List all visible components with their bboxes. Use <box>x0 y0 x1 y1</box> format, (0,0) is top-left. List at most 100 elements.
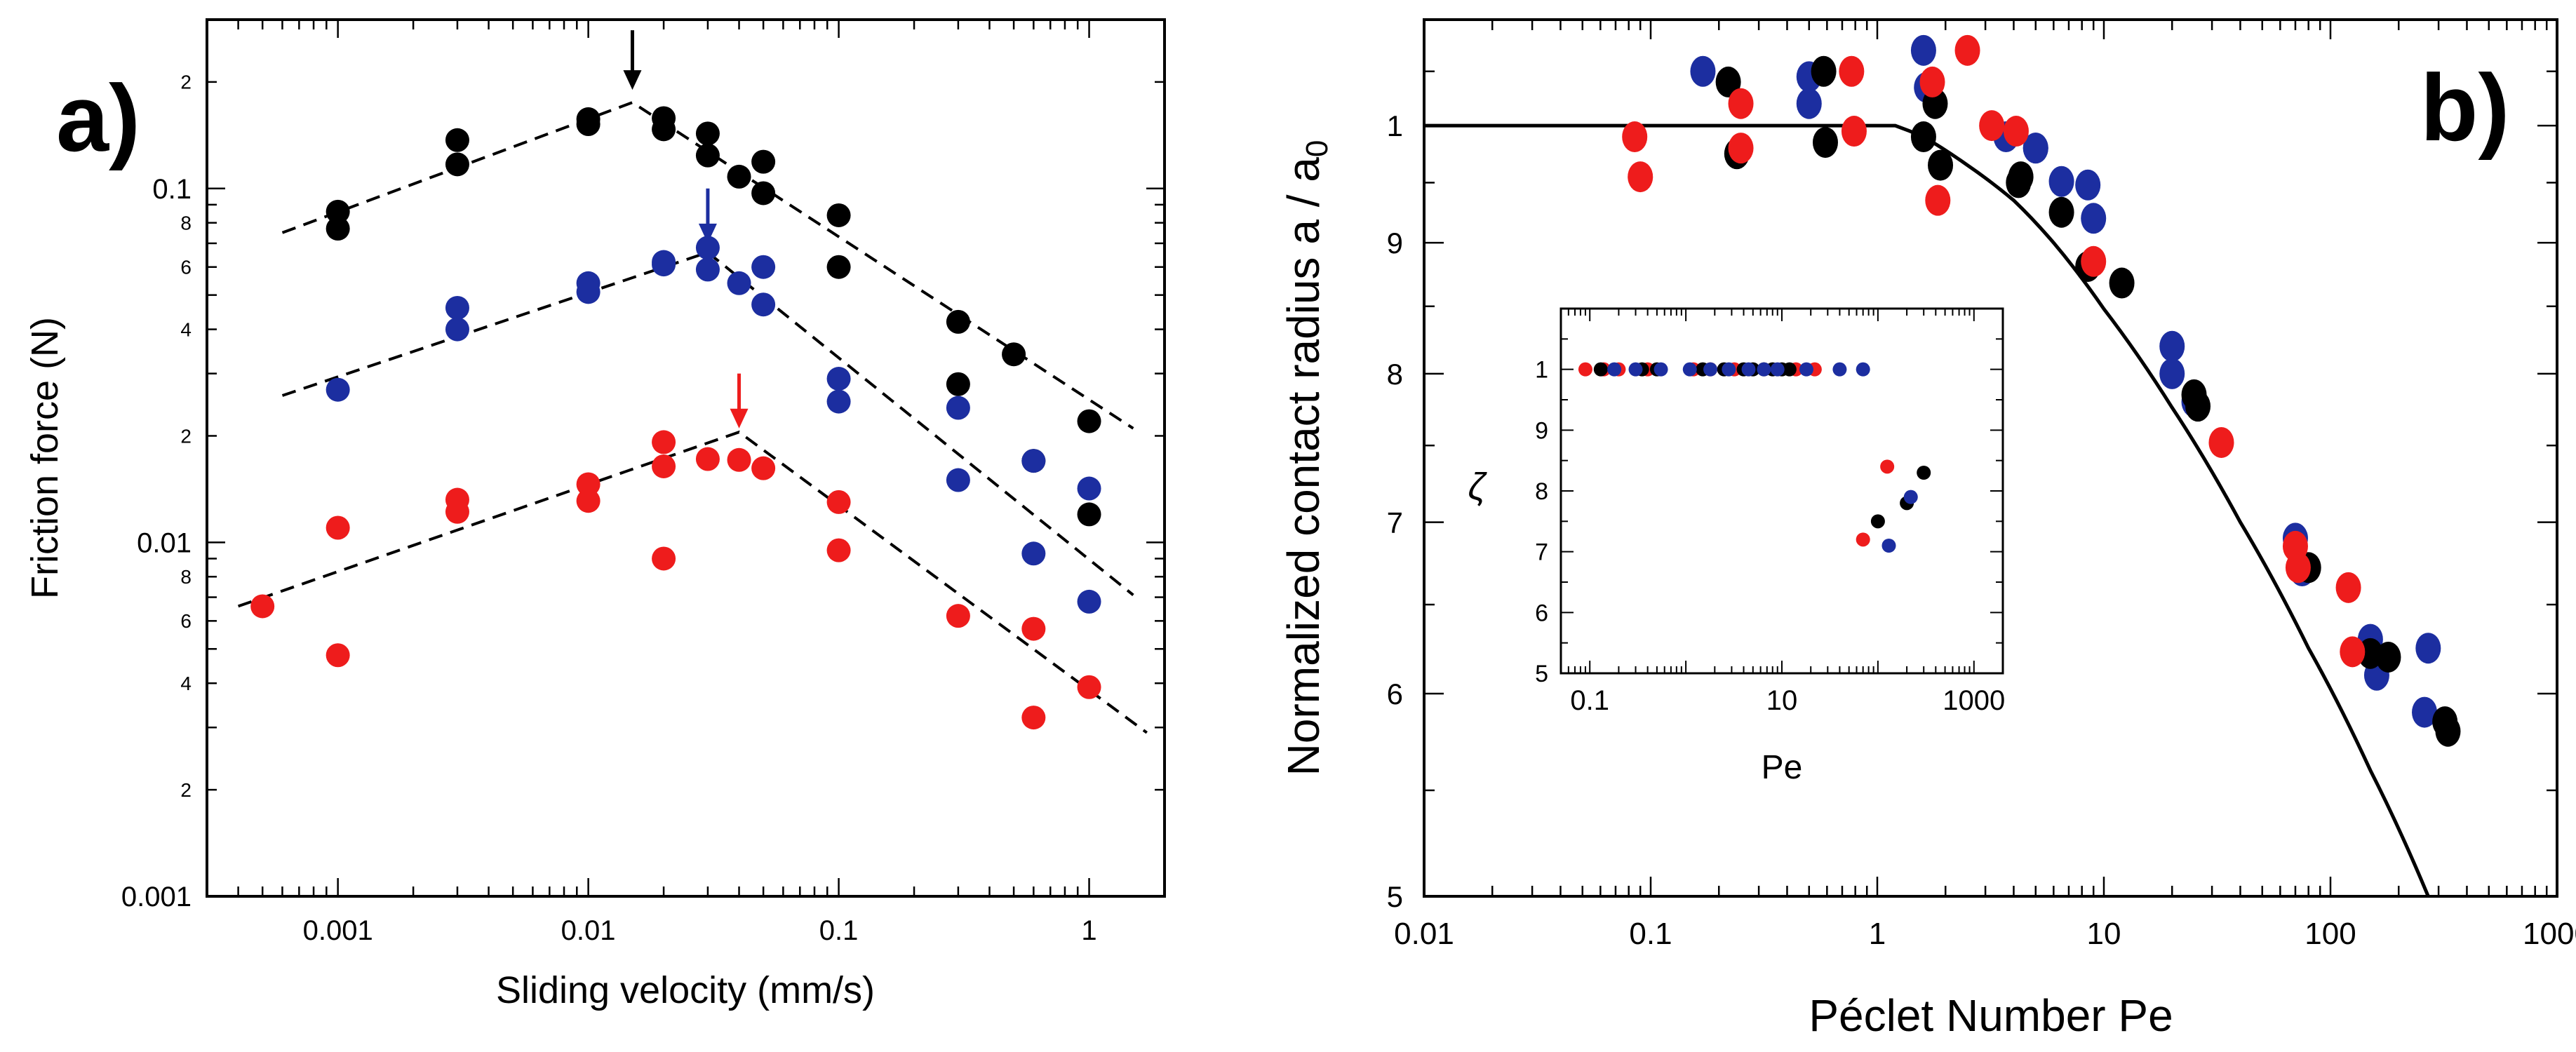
data-point-blue <box>1077 589 1101 614</box>
data-point-blue <box>826 367 851 391</box>
data-point-red <box>2340 636 2366 668</box>
inset-data-point-blue <box>1770 362 1785 377</box>
data-point-blue <box>695 236 720 260</box>
inset-x-tick-label: 1000 <box>1943 685 2005 716</box>
data-point-blue <box>1690 55 1716 87</box>
inset-data-point-black <box>1870 514 1885 529</box>
inset-data-point-blue <box>1653 362 1668 377</box>
data-point-red <box>1021 706 1046 730</box>
data-point-red <box>2285 552 2311 584</box>
data-point-blue <box>695 257 720 282</box>
inset-data-point-blue <box>1856 362 1870 377</box>
x-tick-label: 1 <box>1869 917 1886 951</box>
data-point-black <box>1811 55 1837 87</box>
data-point-blue <box>2412 696 2438 728</box>
data-point-blue <box>652 252 676 277</box>
data-point-blue <box>2159 358 2185 389</box>
y-tick-label: 4 <box>180 318 192 340</box>
data-point-black <box>751 149 776 174</box>
inset-data-point-black <box>1917 466 1931 480</box>
panel-b-model-curve <box>1424 123 2430 897</box>
inset-x-tick-label: 0.1 <box>1570 685 1609 716</box>
fit-line <box>281 250 1134 596</box>
x-tick-label: 0.001 <box>303 915 373 946</box>
panel-b-label: b) <box>2420 55 2509 161</box>
y-tick-label: 6 <box>180 257 192 278</box>
panel-b-ticks: 0.01 0.1 1 10 100 1000 5 6 7 8 9 1 <box>1387 18 2576 951</box>
panel-b-y-axis-label-main: Normalized contact radius a / a <box>1278 157 1329 776</box>
inset-x-axis-label: Pe <box>1762 749 1803 786</box>
y-tick-label: 2 <box>180 425 192 447</box>
inset-data-point-blue <box>1682 362 1697 377</box>
panel-a-ticks: 0.001 0.01 0.1 1 0.001 2 4 6 8 0.01 2 4 6 8 0.1 2 <box>121 20 1166 946</box>
inset-data-point-red <box>1578 362 1592 377</box>
data-point-red <box>2208 426 2234 458</box>
data-point-blue <box>946 396 970 420</box>
data-point-black <box>751 181 776 205</box>
inset-data-point-blue <box>1832 362 1847 377</box>
x-tick-label: 1000 <box>2523 917 2576 951</box>
x-tick-label: 10 <box>2087 917 2121 951</box>
inset-data-point-blue <box>1628 362 1643 377</box>
peak-arrow-head <box>730 408 749 429</box>
panel-a-label: a) <box>56 65 140 171</box>
inset-data-point-blue <box>1722 362 1736 377</box>
data-point-black <box>695 143 720 168</box>
data-point-black <box>2048 196 2074 228</box>
data-point-red <box>652 430 676 454</box>
data-point-blue <box>2048 166 2074 197</box>
data-point-black <box>1002 342 1026 367</box>
data-point-black <box>652 117 676 142</box>
inset-data-point-red <box>1856 532 1870 547</box>
inset-data-point-blue <box>1703 362 1718 377</box>
x-tick-label: 0.1 <box>819 915 859 946</box>
inset-data-point-blue <box>1607 362 1622 377</box>
inset-chart: 0.1 10 1000 5 6 7 8 9 1 Pe ζ <box>1468 307 2005 786</box>
panel-b-frame <box>1423 18 2558 898</box>
data-point-red <box>1954 34 1980 66</box>
data-point-red <box>1077 675 1101 699</box>
data-point-black <box>326 217 350 241</box>
data-point-blue <box>445 295 469 320</box>
y-tick-label: 4 <box>180 673 192 694</box>
data-point-red <box>326 643 350 668</box>
data-point-red <box>1839 55 1865 87</box>
x-tick-label: 0.01 <box>1394 917 1454 951</box>
data-point-blue <box>727 271 751 295</box>
data-point-red <box>946 604 970 628</box>
data-point-red <box>326 515 350 540</box>
data-point-black <box>1077 409 1101 433</box>
y-tick-label: 0.1 <box>152 174 192 205</box>
data-point-blue <box>1910 34 1936 66</box>
data-point-red <box>1979 110 2005 142</box>
data-point-black <box>826 255 851 279</box>
inset-y-axis-label: ζ <box>1468 466 1487 508</box>
data-point-black <box>1928 149 1954 181</box>
y-tick-label: 0.001 <box>121 882 192 912</box>
data-point-black <box>2435 715 2461 747</box>
data-point-red <box>576 489 601 513</box>
panel-a-fit-lines <box>237 100 1148 734</box>
data-point-red <box>1925 184 1951 216</box>
data-point-red <box>2003 116 2029 147</box>
data-point-red <box>1622 121 1648 153</box>
y-tick-label: 8 <box>180 566 192 588</box>
data-point-red <box>576 472 601 497</box>
inset-y-tick-label: 8 <box>1535 478 1548 505</box>
data-point-blue <box>326 377 350 402</box>
panel-b-y-axis-label: Normalized contact radius a / a0 <box>1278 140 1334 776</box>
inset-ticks: 0.1 10 1000 5 6 7 8 9 1 <box>1535 308 2005 716</box>
data-point-red <box>2081 245 2107 277</box>
data-point-black <box>727 164 751 189</box>
x-tick-label: 0.01 <box>561 915 616 946</box>
data-point-black <box>2185 391 2211 422</box>
data-point-black <box>326 199 350 224</box>
y-tick-label: 8 <box>180 212 192 234</box>
y-tick-label: 2 <box>180 72 192 93</box>
y-tick-label: 9 <box>1387 227 1403 259</box>
y-tick-label: 6 <box>1387 677 1403 710</box>
panel-a: 0.001 0.01 0.1 1 0.001 2 4 6 8 0.01 2 4 6 8 0.1 2 a) Sl… <box>24 18 1166 1011</box>
data-point-red <box>1841 116 1867 147</box>
data-point-black <box>946 309 970 334</box>
data-point-black <box>2375 641 2401 673</box>
